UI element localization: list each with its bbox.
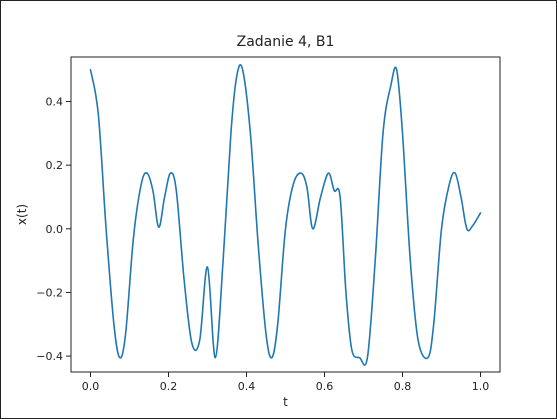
series-line: [89, 63, 482, 366]
y-tick-label: 0.2: [46, 159, 64, 172]
x-tick-label: 0.6: [316, 380, 334, 393]
x-tick-label: 0.2: [160, 380, 178, 393]
y-tick-label: −0.4: [36, 350, 63, 363]
y-axis-label: x(t): [15, 204, 29, 225]
plot-area-frame: [70, 56, 501, 373]
y-tick-label: 0.4: [46, 96, 64, 109]
y-tick-label: 0.0: [46, 223, 64, 236]
y-tick-label: −0.2: [36, 286, 63, 299]
x-axis-label: t: [283, 395, 288, 409]
x-tick-label: 0.4: [238, 380, 256, 393]
x-tick-label: 1.0: [472, 380, 490, 393]
x-tick-label: 0.0: [82, 380, 100, 393]
x-tick-label: 0.8: [394, 380, 412, 393]
chart-title: Zadanie 4, B1: [237, 34, 335, 50]
